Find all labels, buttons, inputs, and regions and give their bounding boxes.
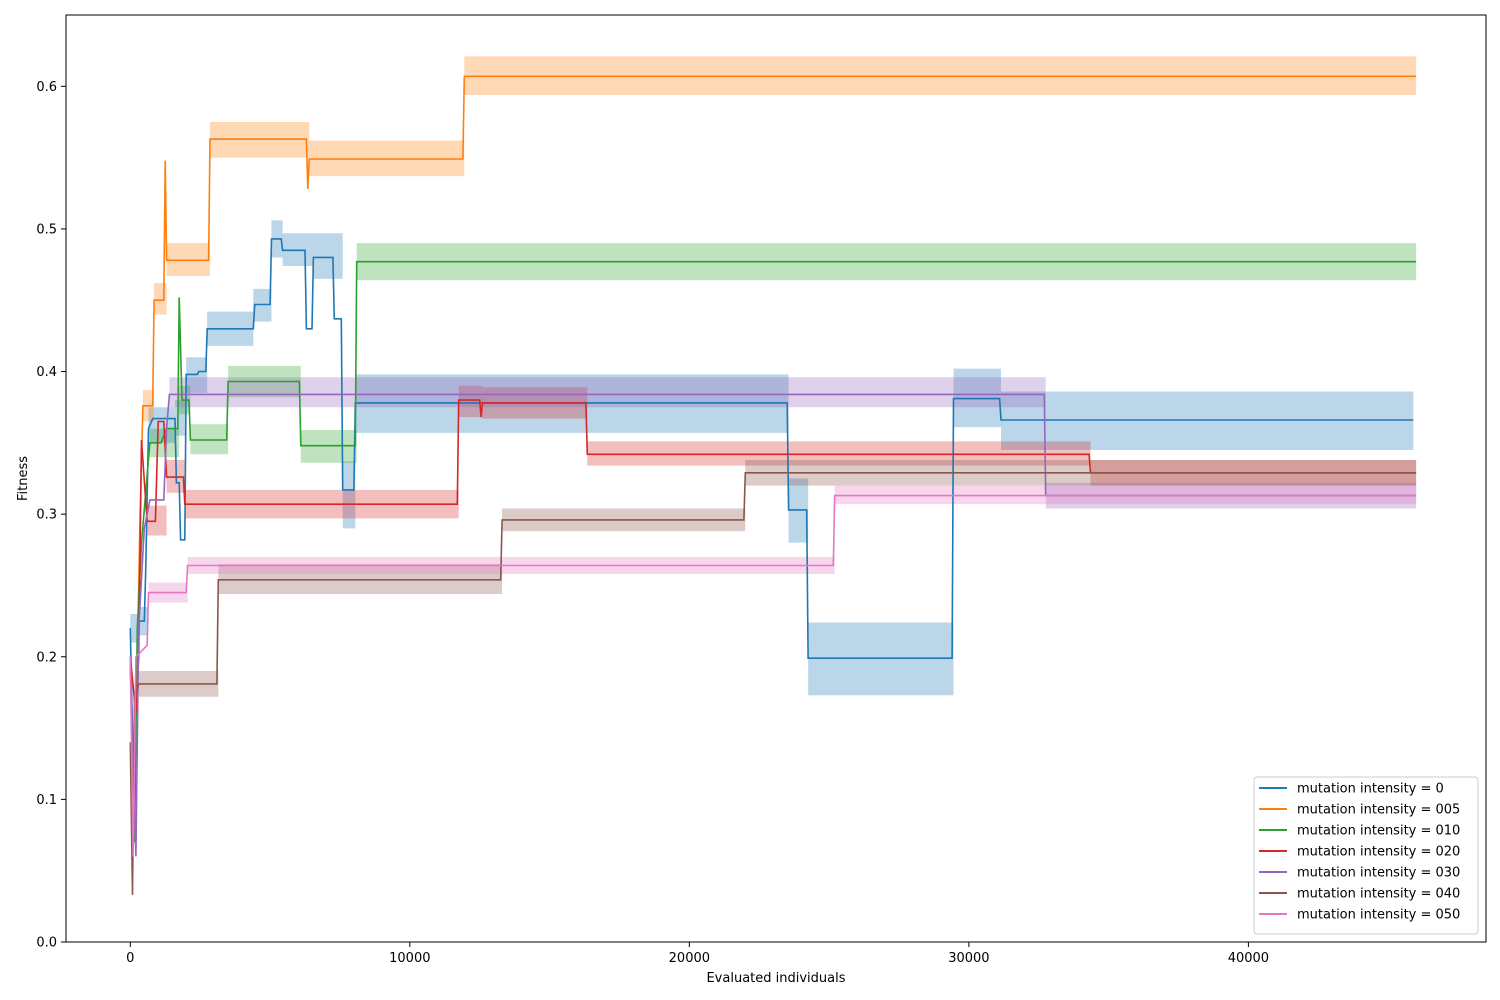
legend-label: mutation intensity = 005	[1297, 803, 1460, 818]
y-tick-label: 0.1	[36, 793, 57, 808]
legend-label: mutation intensity = 040	[1297, 887, 1460, 902]
x-axis-label: Evaluated individuals	[706, 971, 845, 986]
y-tick-label: 0.0	[36, 936, 57, 951]
legend-label: mutation intensity = 030	[1297, 866, 1460, 881]
legend: mutation intensity = 0 mutation intensity…	[1253, 776, 1479, 935]
legend-label: mutation intensity = 050	[1297, 908, 1460, 923]
x-tick-label: 30000	[948, 951, 989, 966]
y-tick-label: 0.5	[36, 222, 57, 237]
y-axis-label: Fitness	[16, 456, 31, 501]
y-tick-label: 0.3	[36, 508, 57, 523]
series-band-1	[142, 56, 1417, 422]
legend-label: mutation intensity = 020	[1297, 845, 1460, 860]
series-lines	[129, 75, 1417, 895]
x-tick-label: 20000	[669, 951, 710, 966]
series-line-2	[129, 260, 1417, 843]
x-tick-label: 40000	[1228, 951, 1269, 966]
y-tick-label: 0.4	[36, 365, 57, 380]
confidence-bands	[130, 56, 1417, 697]
series-line-0	[129, 238, 1414, 828]
y-tick-label: 0.2	[36, 650, 57, 665]
x-axis-ticks: 0 10000 20000 30000 40000	[126, 942, 1269, 966]
plot-frame	[65, 14, 1487, 943]
series-line-4	[129, 393, 1417, 857]
series-line-6	[129, 494, 1417, 857]
series-line-5	[129, 472, 1417, 895]
series-band-5	[138, 459, 1417, 697]
legend-label: mutation intensity = 010	[1297, 824, 1460, 839]
legend-box	[1253, 776, 1479, 935]
series-line-3	[129, 399, 1417, 714]
legend-label: mutation intensity = 0	[1297, 782, 1444, 797]
series-band-3	[147, 385, 1417, 536]
series-band-6	[148, 485, 1417, 603]
x-tick-label: 10000	[389, 951, 430, 966]
x-tick-label: 0	[126, 951, 134, 966]
y-tick-label: 0.6	[36, 80, 57, 95]
series-band-2	[149, 243, 1417, 463]
y-axis-ticks: 0.0 0.1 0.2 0.3 0.4 0.5 0.6	[36, 80, 66, 951]
